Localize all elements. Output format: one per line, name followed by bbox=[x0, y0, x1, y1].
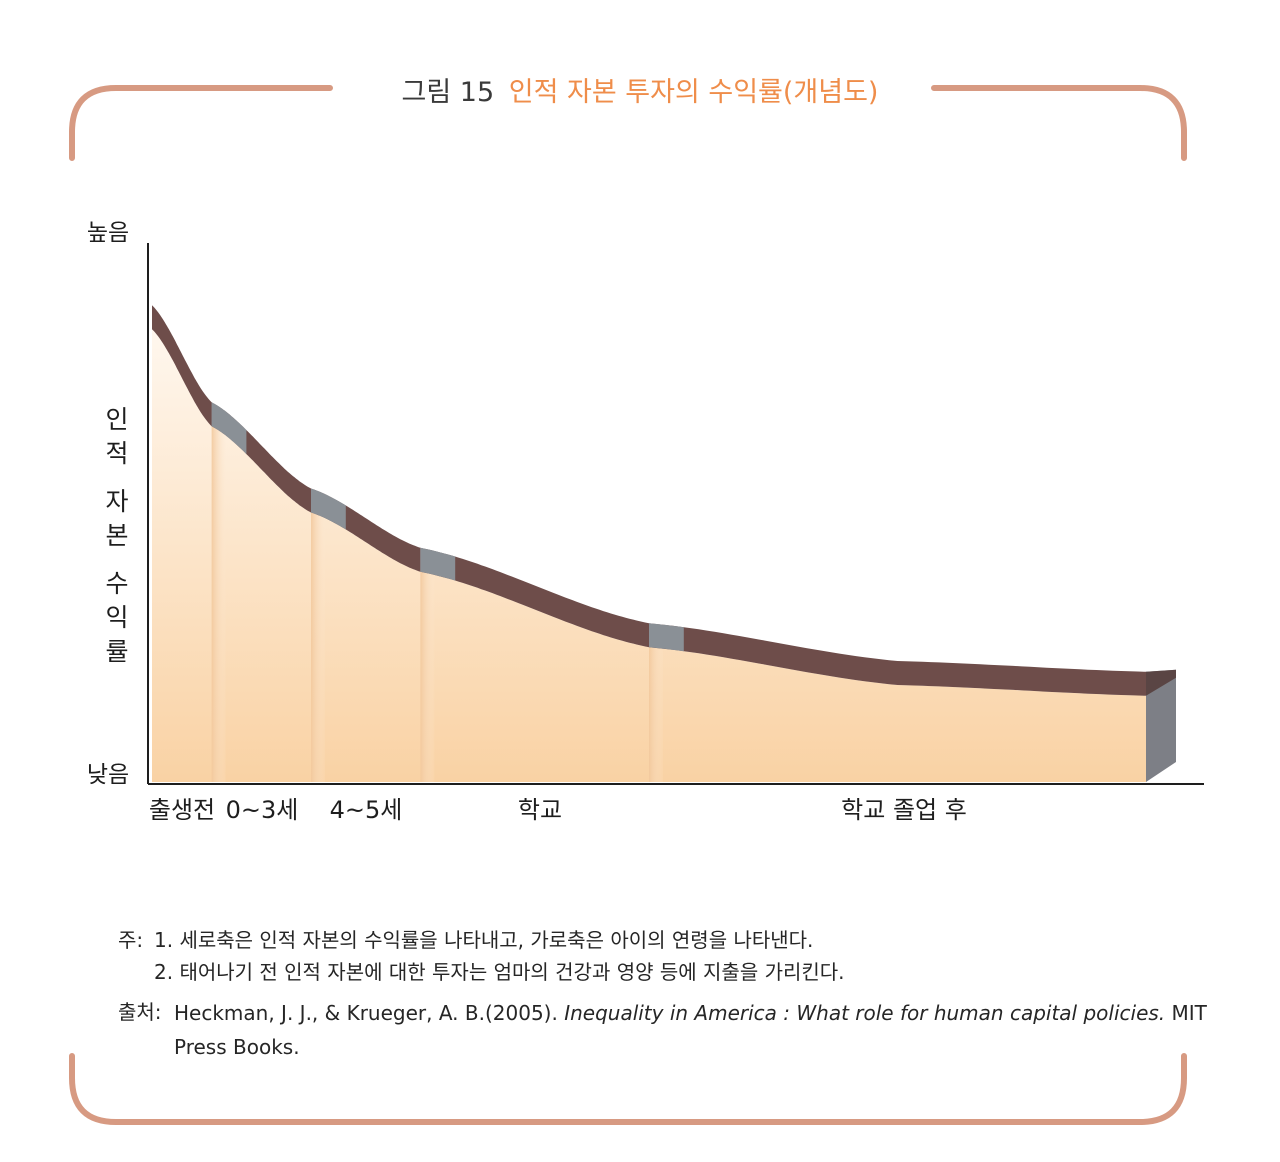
source-publisher: MIT Press Books. bbox=[174, 1001, 1207, 1059]
y-tick-low: 낮음 bbox=[87, 762, 129, 788]
source-text: Heckman, J. J., & Krueger, A. B.(2005). … bbox=[174, 996, 1228, 1064]
notes-label: 주: bbox=[118, 928, 144, 952]
figure-number: 그림 15 bbox=[401, 77, 495, 108]
curve-band-segment bbox=[649, 623, 1146, 696]
x-tick-label: 출생전 bbox=[149, 796, 215, 824]
area-fill bbox=[152, 329, 1146, 782]
source-authors: Heckman, J. J., & Krueger, A. B.(2005). bbox=[174, 1001, 558, 1025]
area-layer bbox=[152, 329, 1146, 782]
segment-divider bbox=[649, 647, 663, 782]
y-tick-high: 높음 bbox=[87, 220, 129, 246]
frame-top-right-bracket bbox=[931, 85, 1187, 161]
figure-title: 그림 15 인적 자본 투자의 수익률(개념도) bbox=[0, 70, 1280, 109]
x-tick-labels: 출생전 0~3세 4~5세 학교 학교 졸업 후 bbox=[149, 796, 967, 824]
source-book-title: Inequality in America : What role for hu… bbox=[564, 1001, 1166, 1025]
x-tick-label: 학교 bbox=[518, 796, 562, 824]
figure-notes: 주: 1. 세로축은 인적 자본의 수익률을 나타내고, 가로축은 아이의 연령… bbox=[118, 924, 1228, 1064]
y-axis-label-char: 자 bbox=[105, 487, 128, 516]
curve-band-highlight bbox=[211, 402, 247, 455]
frame-bottom-bracket bbox=[69, 1053, 1187, 1125]
note-item-1: 1. 세로축은 인적 자본의 수익률을 나타내고, 가로축은 아이의 연령을 나… bbox=[154, 928, 814, 952]
y-axis-label-char: 익 bbox=[105, 603, 128, 632]
x-tick-label: 4~5세 bbox=[330, 796, 403, 824]
curve-band-endcap-top bbox=[1146, 669, 1176, 696]
frame-top-left-bracket bbox=[69, 85, 333, 161]
x-tick-label: 학교 졸업 후 bbox=[841, 796, 967, 824]
figure-title-text: 인적 자본 투자의 수익률(개념도) bbox=[508, 77, 879, 108]
curve-band-highlight bbox=[311, 488, 346, 530]
curve-band-highlight bbox=[420, 547, 456, 581]
y-axis-label-char: 적 bbox=[105, 439, 128, 468]
x-tick-label: 0~3세 bbox=[226, 796, 299, 824]
source-citation: 출처: Heckman, J. J., & Krueger, A. B.(200… bbox=[118, 996, 1228, 1064]
curve-band-layer bbox=[152, 305, 1176, 782]
y-axis-label-char: 수 bbox=[105, 569, 128, 598]
curve-band-segment bbox=[420, 547, 649, 648]
segment-divider bbox=[311, 512, 326, 782]
curve-band-highlight bbox=[649, 623, 684, 652]
segment-divider bbox=[211, 426, 226, 782]
curve-band-endcap bbox=[1146, 669, 1176, 782]
y-axis-label-char: 률 bbox=[105, 637, 128, 666]
y-axis-label-char: 인 bbox=[105, 405, 128, 434]
segment-divider bbox=[420, 571, 435, 782]
note-row-2: 2. 태어나기 전 인적 자본에 대한 투자는 엄마의 건강과 영양 등에 지출… bbox=[118, 956, 1228, 988]
y-axis-label-char: 본 bbox=[105, 521, 128, 550]
curve-band-segment bbox=[152, 305, 212, 427]
source-label: 출처: bbox=[118, 1000, 162, 1024]
axis-layer bbox=[147, 243, 1204, 785]
note-item-2: 2. 태어나기 전 인적 자본에 대한 투자는 엄마의 건강과 영양 등에 지출… bbox=[154, 960, 845, 984]
note-row-1: 주: 1. 세로축은 인적 자본의 수익률을 나타내고, 가로축은 아이의 연령… bbox=[118, 924, 1228, 956]
